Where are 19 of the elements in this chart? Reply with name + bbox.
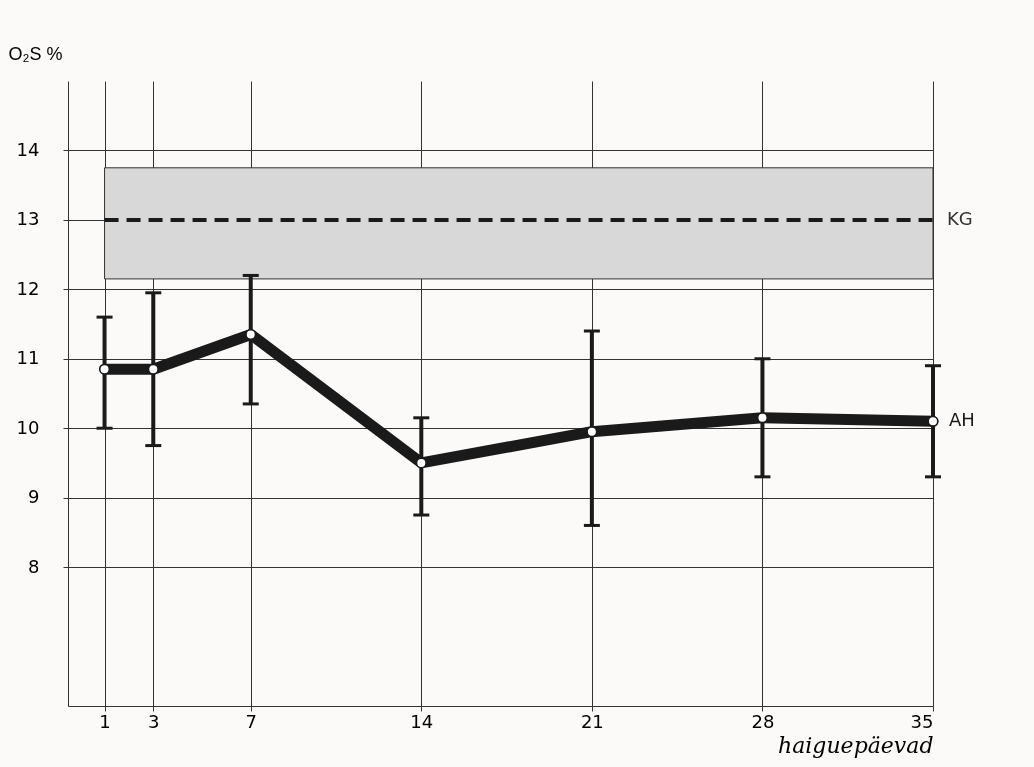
- x-tick-label: 21: [580, 710, 604, 732]
- y-tick-label: 14: [16, 138, 40, 160]
- y-tick-label: 11: [16, 347, 40, 369]
- x-tick-label: 7: [245, 710, 257, 732]
- x-tick-label: 1: [99, 710, 111, 732]
- x-axis-title: haiguepäevad: [778, 732, 934, 758]
- y-tick-label: 9: [28, 486, 40, 508]
- x-tick-label: 14: [410, 710, 434, 732]
- x-tick-label: 3: [148, 710, 160, 732]
- point: [245, 328, 257, 340]
- y-tick-label: 8: [28, 555, 40, 577]
- y-tick-label: 13: [16, 208, 40, 230]
- x-tick-label: 28: [751, 710, 775, 732]
- series-label: AH: [949, 409, 975, 431]
- y-axis-title: O₂S %: [8, 43, 63, 64]
- y-tick-label: 10: [16, 416, 40, 438]
- y-tick-label: 12: [16, 277, 40, 299]
- x-tick-label: 35: [910, 710, 934, 732]
- ref-line-label: KG: [947, 207, 973, 229]
